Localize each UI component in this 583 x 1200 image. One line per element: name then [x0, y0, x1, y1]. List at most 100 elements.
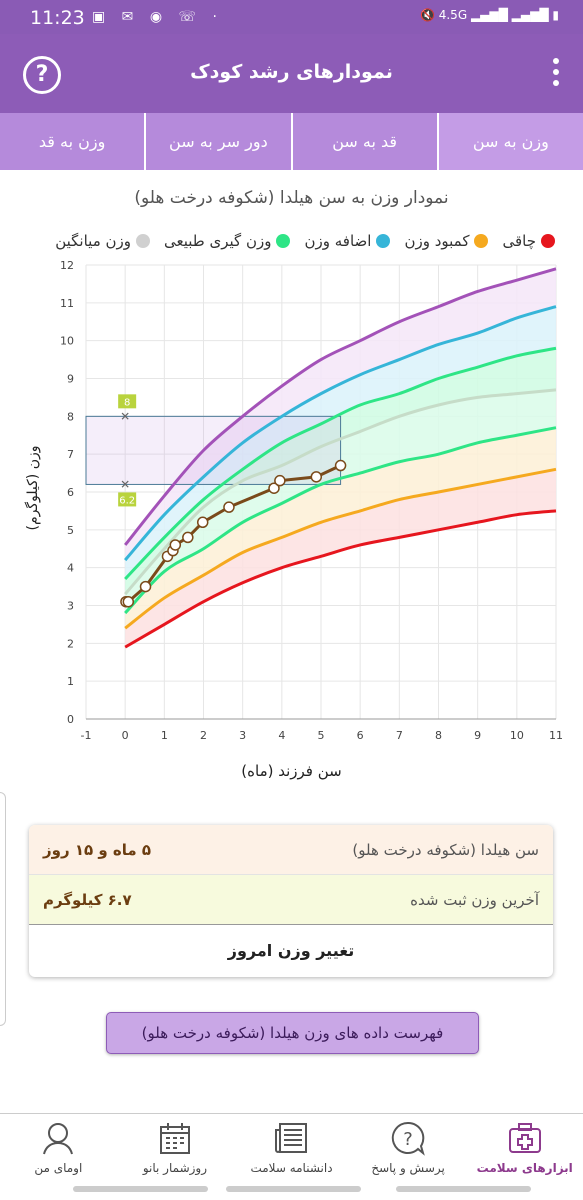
- y-tick-label: 1: [67, 675, 74, 688]
- percentile-curve: [124, 346, 557, 581]
- y-tick-label: 0: [67, 713, 74, 726]
- weight-data-point: [196, 516, 209, 529]
- x-axis-label: سن فرزند (ماه): [241, 762, 342, 780]
- network-type: 4.5G: [438, 8, 468, 22]
- range-badge: [118, 492, 137, 507]
- weight-data-point: [182, 531, 194, 544]
- legend-item-obesity[interactable]: چاقی: [502, 232, 555, 250]
- y-tick-label: 6: [67, 486, 74, 499]
- legend-item-normal[interactable]: وزن گیری طبیعی: [164, 232, 291, 250]
- growth-band: [125, 427, 557, 629]
- growth-band: [125, 389, 557, 614]
- user-avatar-icon: [43, 1123, 74, 1155]
- help-icon[interactable]: ?: [23, 56, 61, 94]
- bottom-nav: ابزارهای سلامت ? پرسش و پاسخ دانشنامه سل…: [0, 1113, 583, 1184]
- weight-data-point: [139, 580, 152, 593]
- tab-head-age[interactable]: دور سر به سن: [144, 113, 290, 170]
- nav-encyclopedia[interactable]: دانشنامه سلامت: [233, 1114, 350, 1184]
- question-bubble-icon: ?: [391, 1121, 425, 1156]
- x-tick-label: 11: [549, 729, 563, 742]
- weight-label: آخرین وزن ثبت شده: [410, 890, 539, 909]
- percentile-curve: [124, 388, 557, 596]
- app-title: نمودارهای رشد کودک: [190, 61, 393, 83]
- percentile-curve: [124, 305, 557, 562]
- percentile-curve: [124, 467, 557, 630]
- y-axis-label: وزن (کیلوگرم): [25, 445, 41, 531]
- notification-icons: ▣ ✉ ◉ ☏ ·: [92, 9, 223, 25]
- medical-kit-icon: [508, 1123, 541, 1153]
- tab-height-age[interactable]: قد به سن: [290, 113, 437, 170]
- nav-qa-label: پرسش و پاسخ: [371, 1161, 445, 1175]
- growth-band: [125, 348, 557, 595]
- tab-weight-age[interactable]: وزن به سن: [436, 113, 583, 170]
- chart-legend: چاقی کمبود وزن اضافه وزن وزن گیری طبیعی …: [55, 232, 555, 250]
- system-nav-back[interactable]: [73, 1186, 208, 1192]
- nav-calendar-label: روزشمار بانو: [142, 1161, 208, 1175]
- chart-title: نمودار وزن به سن هیلدا (شکوفه درخت هلو): [134, 188, 449, 208]
- x-tick-label: 8: [435, 729, 442, 742]
- weight-data-point: [334, 459, 347, 472]
- newspaper-icon: [274, 1123, 307, 1153]
- y-tick-label: 5: [67, 524, 74, 537]
- y-tick-label: 3: [67, 600, 74, 613]
- chart-tabs: وزن به سن قد به سن دور سر به سن وزن به ق…: [0, 113, 583, 170]
- x-tick-label: 6: [357, 729, 364, 742]
- legend-item-underweight[interactable]: کمبود وزن: [404, 232, 489, 250]
- drawer-handle[interactable]: [0, 792, 6, 1026]
- tab-weight-height[interactable]: وزن به قد: [38, 132, 106, 151]
- info-card: سن هیلدا (شکوفه درخت هلو) ۵ ماه و ۱۵ روز…: [29, 825, 553, 977]
- x-tick-label: 2: [200, 729, 207, 742]
- status-time: 11:23: [30, 7, 85, 29]
- y-tick-label: 4: [67, 562, 74, 575]
- range-marker: ✕: [120, 477, 130, 491]
- weight-data-point: [223, 501, 235, 513]
- svg-text:?: ?: [403, 1129, 413, 1150]
- x-tick-label: -1: [81, 729, 92, 742]
- legend-item-average[interactable]: وزن میانگین: [55, 232, 150, 250]
- age-label: سن هیلدا (شکوفه درخت هلو): [352, 840, 539, 859]
- percentile-curve: [124, 426, 557, 615]
- age-value: ۵ ماه و ۱۵ روز: [43, 840, 152, 859]
- range-badge: [118, 394, 137, 409]
- range-badge-label: 8: [124, 397, 130, 408]
- system-nav-recent[interactable]: [396, 1186, 531, 1192]
- x-tick-label: 5: [318, 729, 325, 742]
- y-tick-label: 12: [60, 259, 74, 272]
- system-nav-home[interactable]: [226, 1186, 361, 1192]
- nav-profile[interactable]: اومای من: [0, 1114, 117, 1184]
- range-badge-label: 6.2: [119, 495, 135, 506]
- legend-item-overweight[interactable]: اضافه وزن: [304, 232, 391, 250]
- status-right-icons: 🔇 4.5G ▂▄▆█ ▂▄▆█ ▮: [419, 8, 559, 22]
- y-tick-label: 7: [67, 448, 74, 461]
- weight-data-point: [169, 539, 182, 551]
- weight-list-button[interactable]: فهرست داده های وزن هیلدا (شکوفه درخت هلو…: [106, 1012, 479, 1054]
- more-vert-icon[interactable]: [553, 58, 559, 91]
- nav-encyclopedia-label: دانشنامه سلامت: [250, 1161, 333, 1175]
- y-tick-label: 9: [67, 373, 74, 386]
- nav-qa[interactable]: ? پرسش و پاسخ: [350, 1114, 467, 1184]
- percentile-curve: [124, 509, 557, 649]
- weight-value: ۶.۷ کیلوگرم: [43, 890, 132, 909]
- nav-health-tools[interactable]: ابزارهای سلامت: [466, 1114, 583, 1184]
- weight-row: آخرین وزن ثبت شده ۶.۷ کیلوگرم: [29, 875, 553, 925]
- x-tick-label: 1: [161, 729, 168, 742]
- y-tick-label: 8: [67, 410, 74, 423]
- highlight-range: [85, 415, 342, 485]
- app-bar: ? نمودارهای رشد کودک: [0, 34, 583, 113]
- nav-health-tools-label: ابزارهای سلامت: [476, 1161, 573, 1175]
- y-tick-label: 11: [60, 297, 74, 310]
- nav-calendar[interactable]: روزشمار بانو: [117, 1114, 234, 1184]
- x-tick-label: 7: [396, 729, 403, 742]
- growth-band: [125, 268, 557, 561]
- y-tick-label: 10: [60, 335, 74, 348]
- change-weight-button[interactable]: تغییر وزن امروز: [227, 940, 355, 960]
- x-tick-label: 10: [510, 729, 524, 742]
- x-tick-label: 0: [122, 729, 129, 742]
- weight-data-point: [274, 474, 286, 487]
- weight-data-point: [122, 595, 135, 608]
- y-tick-label: 2: [67, 637, 74, 650]
- range-marker: ✕: [120, 409, 130, 423]
- status-bar: 11:23 ▣ ✉ ◉ ☏ · 🔇 4.5G ▂▄▆█ ▂▄▆█ ▮: [0, 0, 583, 34]
- nav-profile-label: اومای من: [34, 1161, 83, 1175]
